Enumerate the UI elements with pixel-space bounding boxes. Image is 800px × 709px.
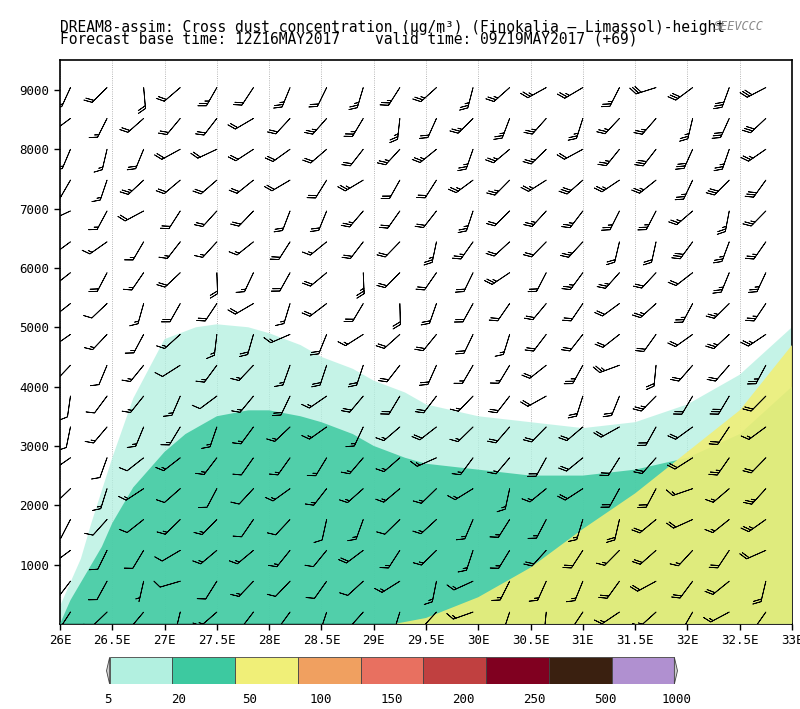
Text: DREAM8-assim: Cross dust concentration (μg/m³) (Finokalia – Limassol)-height: DREAM8-assim: Cross dust concentration (… [60, 20, 725, 35]
Text: 1000: 1000 [662, 693, 691, 706]
Text: 50: 50 [242, 693, 258, 706]
Text: Forecast base time: 12Z16MAY2017    valid time: 09Z19MAY2017 (+69): Forecast base time: 12Z16MAY2017 valid t… [60, 32, 638, 47]
Text: 500: 500 [594, 693, 617, 706]
Polygon shape [674, 657, 678, 684]
Bar [298, 657, 361, 684]
Text: 150: 150 [381, 693, 403, 706]
Text: SEEVCCC: SEEVCCC [714, 20, 764, 33]
Polygon shape [394, 345, 792, 624]
Bar [423, 657, 486, 684]
Bar [110, 657, 172, 684]
Text: 5: 5 [104, 693, 111, 706]
Text: 100: 100 [310, 693, 332, 706]
Bar [361, 657, 423, 684]
Bar [612, 657, 674, 684]
Bar [172, 657, 235, 684]
Text: 200: 200 [452, 693, 474, 706]
Text: 20: 20 [171, 693, 186, 706]
Text: 250: 250 [523, 693, 546, 706]
Polygon shape [60, 324, 792, 624]
Bar [486, 657, 549, 684]
Polygon shape [106, 657, 110, 684]
Polygon shape [60, 386, 792, 624]
Bar [235, 657, 298, 684]
Bar [549, 657, 612, 684]
